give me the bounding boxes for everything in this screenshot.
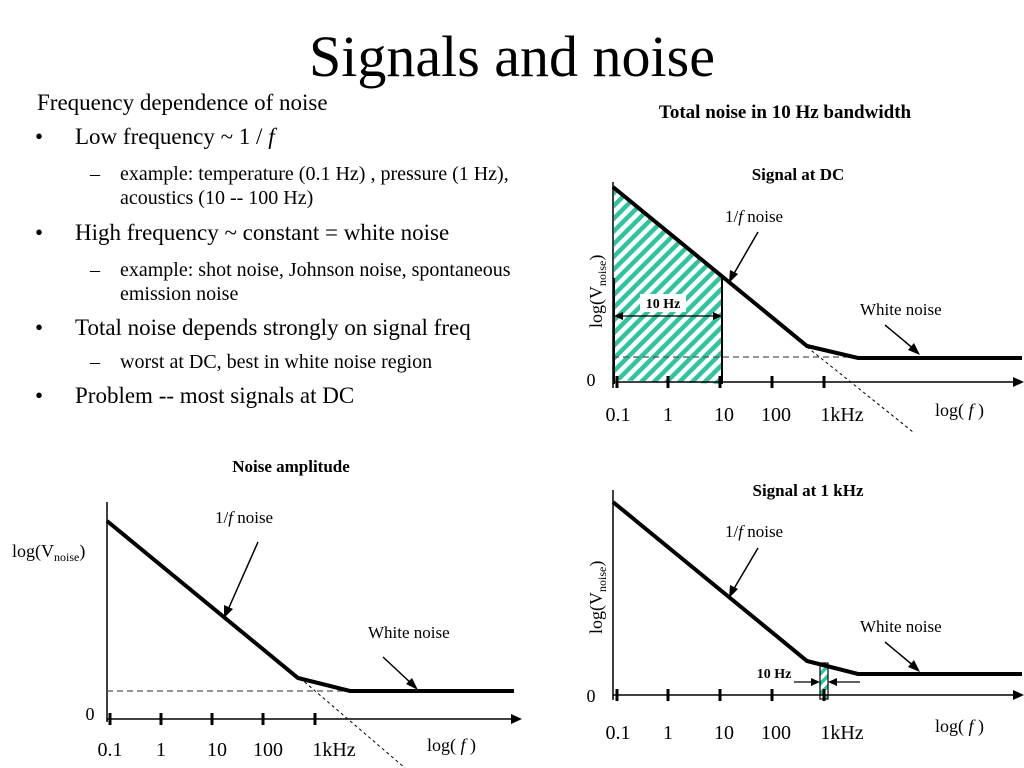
bullet-text: Low frequency ~ 1 / xyxy=(75,124,269,149)
noise-curve xyxy=(611,185,1022,360)
x-axis-label: log( f ) xyxy=(935,400,984,421)
tick-label: 0.1 xyxy=(606,722,631,744)
bullet-text-italic: f xyxy=(268,124,275,149)
bullet-dash: – xyxy=(90,351,100,373)
white-noise-arrow xyxy=(884,641,920,672)
y-axis-label: log(Vnoise) xyxy=(586,255,609,328)
chart-title: Signal at DC xyxy=(752,165,845,184)
bullet-dot: • xyxy=(35,220,44,245)
sub-bullet-total-noise: – worst at DC, best in white noise regio… xyxy=(90,350,433,374)
tick-label: 10 xyxy=(714,404,734,426)
bullet-dot: • xyxy=(35,315,44,340)
tick-label: 100 xyxy=(253,739,283,761)
bullet-dash: – xyxy=(90,259,100,281)
x-axis-label: log( f ) xyxy=(427,735,476,756)
extrapolated-1f-line xyxy=(299,677,406,768)
tick-label: 1kHz xyxy=(820,404,863,426)
one-over-f-label: 1/f noise xyxy=(725,522,783,541)
bullet-dash: – xyxy=(90,163,100,185)
bandwidth-label: 10 Hz xyxy=(757,667,792,682)
sub-bullet-high-frequency: – example: shot noise, Johnson noise, sp… xyxy=(90,258,540,306)
x-axis xyxy=(613,377,1024,387)
sub-bullet-text: example: temperature (0.1 Hz) , pressure… xyxy=(120,163,509,209)
sub-bullet-low-frequency: – example: temperature (0.1 Hz) , pressu… xyxy=(90,162,550,210)
bullet-high-frequency: • High frequency ~ constant = white nois… xyxy=(35,220,450,246)
zero-label: 0 xyxy=(587,370,596,390)
bandwidth-label: 10 Hz xyxy=(646,297,681,312)
bandwidth-arrow-left xyxy=(794,678,820,686)
chart-title: Signal at 1 kHz xyxy=(753,481,864,500)
tick-label: 0.1 xyxy=(606,404,631,426)
bullet-dot: • xyxy=(35,124,44,149)
x-axis xyxy=(613,690,1024,700)
noise-curve xyxy=(611,500,1022,676)
tick-label: 1kHz xyxy=(820,722,863,744)
bullet-text: High frequency ~ constant = white noise xyxy=(75,220,450,245)
y-axis-label: log(Vnoise) xyxy=(12,541,85,564)
white-noise-label: White noise xyxy=(860,617,942,636)
tick-label: 100 xyxy=(761,722,791,744)
section-title: Total noise in 10 Hz bandwidth xyxy=(658,102,912,123)
sub-bullet-text: example: shot noise, Johnson noise, spon… xyxy=(120,259,511,305)
one-over-f-arrow xyxy=(729,231,759,283)
tick-label: 1 xyxy=(663,722,673,744)
one-over-f-label: 1/f noise xyxy=(725,207,783,226)
y-axis-label: log(Vnoise) xyxy=(586,561,609,634)
chart-title: Noise amplitude xyxy=(232,457,350,476)
one-over-f-arrow xyxy=(729,547,759,598)
one-over-f-label: 1/f noise xyxy=(215,508,273,527)
tick-label: 1kHz xyxy=(312,739,355,761)
bandwidth-label-bg xyxy=(640,294,686,312)
extrapolated-1f-line xyxy=(806,346,914,433)
signal-at-1khz-chart: Signal at 1 kHz 0.1 1 10 100 1kHz 10 Hz … xyxy=(586,481,1024,744)
signal-at-dc-chart: Signal at DC 0.1 1 10 100 1kHz 10 Hz log… xyxy=(586,165,1024,433)
zero-label: 0 xyxy=(587,686,596,706)
noise-curve xyxy=(105,519,514,693)
bullet-dot: • xyxy=(35,383,44,408)
tick-label: 10 xyxy=(714,722,734,744)
white-noise-label: White noise xyxy=(860,300,942,319)
x-axis-label: log( f ) xyxy=(935,716,984,737)
slide-title: Signals and noise xyxy=(309,24,715,89)
bullet-text: Total noise depends strongly on signal f… xyxy=(75,315,471,340)
bandwidth-arrow-right xyxy=(828,678,860,686)
tick-label: 10 xyxy=(207,739,227,761)
one-over-f-arrow xyxy=(224,541,259,618)
white-noise-label: White noise xyxy=(368,623,450,642)
tick-label: 1 xyxy=(663,404,673,426)
zero-label: 0 xyxy=(86,704,95,724)
white-noise-arrow xyxy=(884,324,920,355)
bullet-problem: • Problem -- most signals at DC xyxy=(35,383,355,409)
tick-label: 0.1 xyxy=(98,739,123,761)
intro-heading: Frequency dependence of noise xyxy=(37,90,328,115)
tick-label: 100 xyxy=(761,404,791,426)
white-noise-arrow xyxy=(382,656,418,690)
bandwidth-arrow xyxy=(614,312,722,320)
noise-band-area xyxy=(614,187,722,384)
bullet-low-frequency: • Low frequency ~ 1 / f xyxy=(35,124,275,150)
tick-label: 1 xyxy=(156,739,166,761)
sub-bullet-text: worst at DC, best in white noise region xyxy=(120,351,433,373)
bullet-text: Problem -- most signals at DC xyxy=(75,383,355,408)
noise-amplitude-chart: Noise amplitude 0.1 1 10 100 1kHz log(Vn… xyxy=(12,457,522,768)
bullet-total-noise: • Total noise depends strongly on signal… xyxy=(35,315,471,341)
